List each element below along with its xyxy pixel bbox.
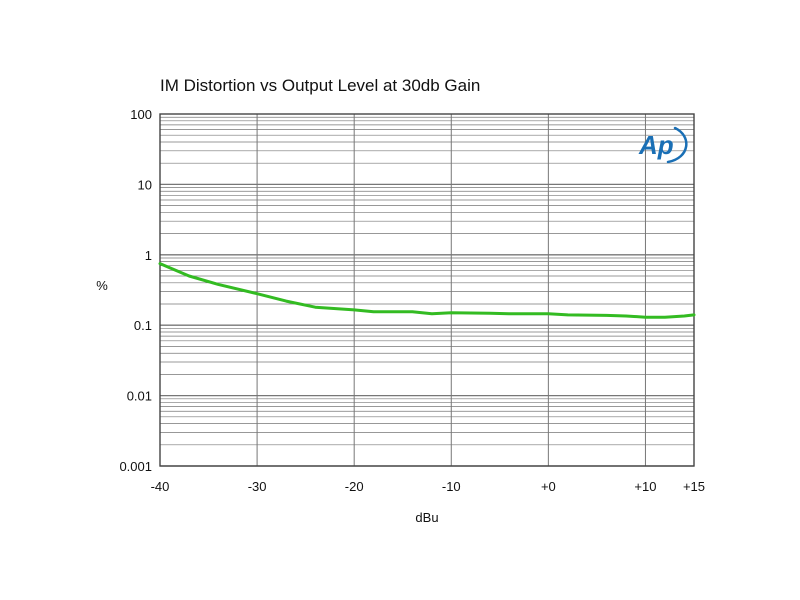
x-tick-label: +15 [683,479,705,494]
x-tick-label: +0 [541,479,556,494]
ap-logo: Ap [638,126,688,164]
axis-ticks: 100 10 1 0.1 0.01 0.001 -40 -30 -20 -10 +0 +10 +15 [119,107,705,494]
y-tick-label: 0.1 [134,318,152,333]
x-axis-label: dBu [415,510,438,525]
y-tick-label: 0.001 [119,459,152,474]
x-tick-label: -30 [248,479,267,494]
plot-frame [159,113,695,467]
ap-logo-swoosh [666,126,688,164]
x-tick-label: -10 [442,479,461,494]
x-tick-label: -40 [151,479,170,494]
y-tick-label: 1 [145,248,152,263]
y-tick-label: 10 [138,177,152,192]
y-tick-label: 0.01 [127,389,152,404]
data-series-group [158,262,696,319]
chart-title: IM Distortion vs Output Level at 30db Ga… [160,76,480,95]
x-tick-label: -20 [345,479,364,494]
ap-logo-text: Ap [638,130,674,160]
data-series-line [158,262,696,319]
y-tick-label: 100 [130,107,152,122]
plot-grid [159,113,695,467]
y-axis-label: % [96,278,108,293]
x-tick-label: +10 [634,479,656,494]
